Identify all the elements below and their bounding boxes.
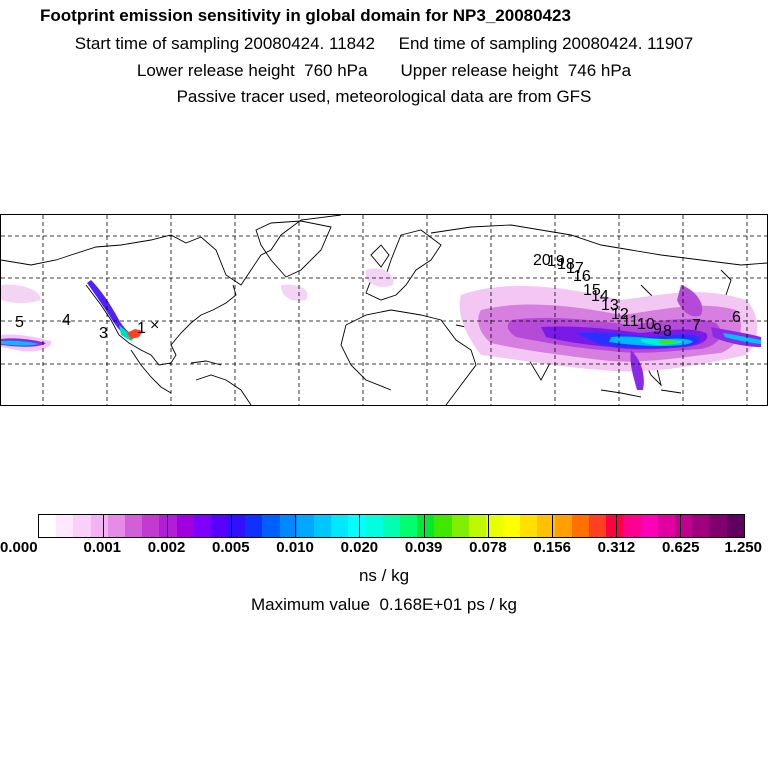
colorbar-swatch [571,515,589,537]
colorbar-swatch [726,515,744,537]
colorbar-divider [359,515,361,537]
day-label-18: 18 [557,256,575,273]
colorbar-swatch [73,515,91,537]
colorbar-tick-labels: 0.000 0.001 0.002 0.005 0.010 0.020 0.039 0.078… [0,539,768,559]
day-label-17: 17 [566,260,584,277]
day-label-1: 1 [137,320,146,337]
day-label-15: 15 [583,282,601,299]
day-label-12: 12 [611,306,629,323]
colorbar-tick-label: 0.039 [404,539,443,556]
colorbar-swatch [709,515,727,537]
colorbar-tick-label: 0.005 [212,539,250,556]
colorbar-swatch [554,515,572,537]
colorbar-swatch [485,515,504,537]
colorbar-divider [423,515,425,537]
day-label-13: 13 [601,297,619,314]
colorbar-swatch [417,515,435,537]
colorbar-swatch [674,515,693,537]
colorbar-divider [103,515,105,537]
maximum-value: Maximum value 0.168E+01 ps / kg [251,595,517,614]
colorbar-divider [167,515,169,537]
colorbar-tick-label: 0.020 [340,539,379,556]
colorbar-swatch [124,515,143,537]
colorbar-swatch [365,515,383,537]
day-label-6: 6 [732,309,741,326]
colorbar-swatch [193,515,211,537]
day-label-4: 4 [62,312,71,329]
colorbar-swatch [228,515,246,537]
colorbar-swatch [210,515,229,537]
colorbar-tick-label: 0.156 [533,539,571,556]
colorbar-swatch [640,515,658,537]
plot-title: Footprint emission sensitivity in global… [40,6,571,25]
map-canvas: × 5 4 3 1 20 19 18 17 16 15 14 13 12 11 … [1,215,767,405]
colorbar-swatch [39,515,57,537]
colorbar-tick-label: 0.010 [276,539,314,556]
colorbar-swatch [142,515,160,537]
colorbar-swatch [520,515,538,537]
day-label-8: 8 [663,323,672,340]
day-label-9: 9 [653,321,662,338]
colorbar-swatch [692,515,710,537]
colorbar-swatch [262,515,280,537]
graticule [1,215,767,405]
colorbar-swatch [589,515,607,537]
colorbar-swatch [245,515,263,537]
colorbar-swatch [623,515,641,537]
colorbar-divider [615,515,617,537]
colorbar [38,514,745,538]
colorbar-tick-label: 0.002 [147,539,186,556]
colorbar-swatch [468,515,486,537]
colorbar-tick-label: 0.001 [83,539,122,556]
sampling-times: Start time of sampling 20080424. 11842 E… [74,34,694,53]
colorbar-divider [487,515,489,537]
footprint-map: × 5 4 3 1 20 19 18 17 16 15 14 13 12 11 … [0,214,768,406]
day-label-7: 7 [692,317,701,334]
colorbar-tick-label: 0.625 [661,539,700,556]
colorbar-swatch [314,515,332,537]
release-heights: Lower release height 760 hPa Upper relea… [136,61,632,80]
day-label-19: 19 [547,253,565,270]
colorbar-swatch [348,515,366,537]
colorbar-swatch [399,515,418,537]
colorbar-swatch [296,515,314,537]
colorbar-swatch [503,515,521,537]
day-label-16: 16 [573,268,591,285]
colorbar-swatch [56,515,74,537]
colorbar-divider [551,515,553,537]
colorbar-divider [679,515,681,537]
day-label-20: 20 [533,252,551,269]
colorbar-swatch [537,515,555,537]
colorbar-swatch [107,515,125,537]
colorbar-swatch [434,515,452,537]
colorbar-swatch [451,515,469,537]
colorbar-tick-label: 0.312 [597,539,636,556]
day-label-10: 10 [637,316,655,333]
colorbar-swatch [382,515,400,537]
colorbar-divider [231,515,233,537]
day-label-5: 5 [15,314,24,331]
receptor-marker: × [150,317,159,334]
day-label-3: 3 [99,325,108,342]
day-label-11: 11 [622,313,639,330]
day-label-14: 14 [591,288,609,305]
colorbar-tick-label: 0.000 [0,539,38,556]
tracer-info: Passive tracer used, meteorological data… [176,87,592,106]
colorbar-swatch [176,515,194,537]
colorbar-tick-label: 1.250 [724,539,762,556]
colorbar-units: ns / kg [358,566,410,585]
colorbar-swatch [657,515,675,537]
day-labels: 5 4 3 1 20 19 18 17 16 15 14 13 12 11 10… [15,252,741,342]
colorbar-swatch [90,515,108,537]
colorbar-divider [295,515,297,537]
colorbar-swatch [606,515,624,537]
colorbar-swatch [279,515,297,537]
colorbar-swatch [331,515,349,537]
colorbar-tick-label: 0.078 [469,539,507,556]
